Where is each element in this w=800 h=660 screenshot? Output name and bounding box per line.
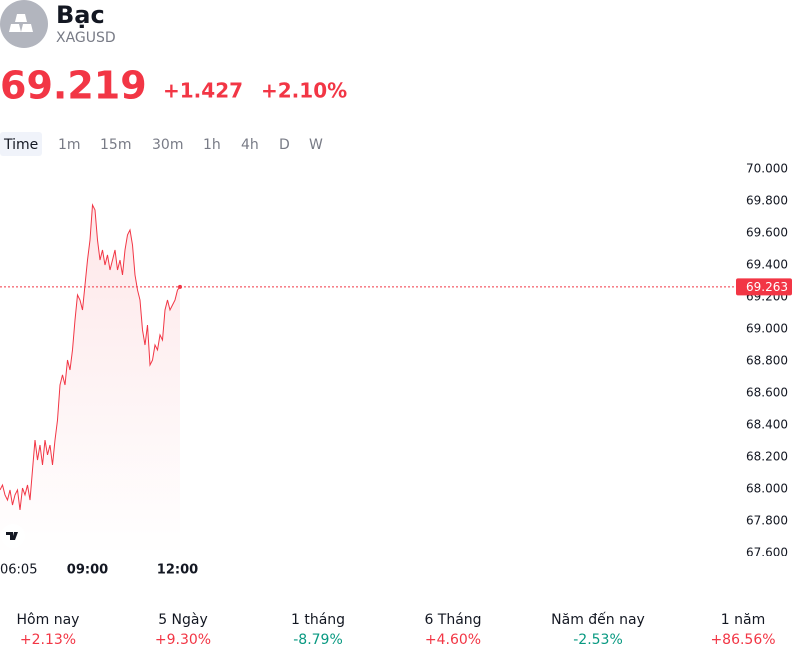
price-change: +1.427 <box>163 79 243 103</box>
y-tick-label: 69.400 <box>746 258 788 272</box>
y-tick-label: 68.200 <box>746 450 788 464</box>
x-tick-label: 12:00 <box>157 563 198 578</box>
tabs: Time 1m 15m 30m 1h 4h D W <box>0 132 323 156</box>
tab-active-bg <box>0 132 42 156</box>
performance-value[interactable]: +4.60% <box>425 632 481 648</box>
tv-logo <box>1 524 25 548</box>
performance-label[interactable]: 5 Ngày <box>158 612 208 628</box>
logo-icon <box>9 14 33 32</box>
current-price-tag <box>736 278 792 296</box>
performance-label[interactable]: 1 năm <box>721 612 765 628</box>
performance-label[interactable]: 6 Tháng <box>424 612 481 628</box>
tab[interactable]: D <box>279 137 290 153</box>
tab[interactable]: 4h <box>241 137 259 153</box>
performance-value[interactable]: +86.56% <box>710 632 775 648</box>
performance-label[interactable]: 1 tháng <box>291 612 345 628</box>
area-fill <box>0 205 180 557</box>
y-tick-label: 70.000 <box>746 162 788 176</box>
y-tick-label: 69.600 <box>746 226 788 240</box>
y-tick-label: 67.800 <box>746 514 788 528</box>
y-tick-label: 68.000 <box>746 482 788 496</box>
performance-value[interactable]: +2.13% <box>20 632 76 648</box>
price-axis: 67.600 67.800 68.000 68.200 68.400 68.600 68.8… <box>746 162 788 560</box>
tab[interactable]: Time <box>3 137 38 153</box>
price-line <box>0 203 181 511</box>
performance: Hôm nay +2.13% 5 Ngày +9.30% 1 tháng -8.79% 6 … <box>17 611 776 648</box>
x-tick-label: 06:05 <box>0 563 37 578</box>
performance-value[interactable]: -2.53% <box>573 632 623 648</box>
performance-label[interactable]: Năm đến nay <box>551 611 645 628</box>
y-tick-label: 67.600 <box>746 546 788 560</box>
y-tick-label: 68.800 <box>746 354 788 368</box>
y-tick-label: 69.000 <box>746 322 788 336</box>
tab[interactable]: 1m <box>58 137 81 153</box>
performance-label[interactable]: Hôm nay <box>17 612 80 628</box>
price-change-percent: +2.10% <box>261 79 347 103</box>
performance-value[interactable]: -8.79% <box>293 632 343 648</box>
plot <box>0 203 736 557</box>
y-tick-label: 69.800 <box>746 194 788 208</box>
current-price-label: 69.263 <box>746 280 788 294</box>
performance-value[interactable]: +9.30% <box>155 632 211 648</box>
x-tick-label: 09:00 <box>67 563 108 578</box>
price: 69.219 <box>0 64 147 108</box>
symbol-ticker: XAGUSD <box>56 30 116 46</box>
tab[interactable]: 1h <box>203 137 221 153</box>
symbol-title: Bạc <box>56 1 105 29</box>
y-tick-label: 68.600 <box>746 386 788 400</box>
tab[interactable]: W <box>309 137 323 153</box>
tab[interactable]: 30m <box>152 137 183 153</box>
tab[interactable]: 15m <box>100 137 131 153</box>
y-tick-label: 68.400 <box>746 418 788 432</box>
